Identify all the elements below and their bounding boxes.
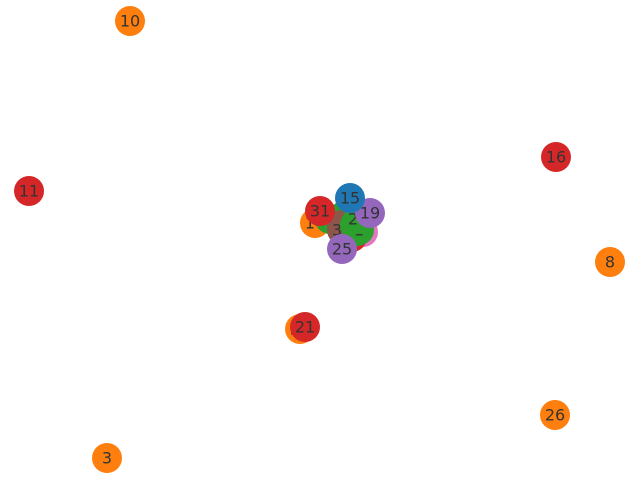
graph-nodes: 101116826320217171425123224412719153125: [14, 6, 625, 473]
node-circle: [595, 247, 625, 277]
graph-node-26: 26: [540, 400, 570, 430]
graph-node-25: 25: [327, 234, 357, 264]
node-circle: [305, 196, 335, 226]
node-circle: [335, 183, 365, 213]
node-circle: [290, 312, 320, 342]
node-label: 11: [19, 182, 39, 201]
node-circle: [92, 443, 122, 473]
node-circle: [115, 6, 145, 36]
graph-node-15: 15: [335, 183, 365, 213]
node-label: 15: [340, 189, 360, 208]
node-label: 21: [295, 318, 315, 337]
node-label: 31: [310, 202, 330, 221]
graph-node-3: 3: [92, 443, 122, 473]
node-label: 19: [360, 204, 380, 223]
node-circle: [14, 176, 44, 206]
node-label: 8: [605, 253, 615, 272]
node-label: 25: [332, 240, 352, 259]
graph-node-31: 31: [305, 196, 335, 226]
node-label: 26: [545, 406, 565, 425]
node-circle: [327, 234, 357, 264]
graph-node-21: 21: [290, 312, 320, 342]
node-label: 16: [546, 148, 566, 167]
node-circle: [540, 400, 570, 430]
graph-node-11: 11: [14, 176, 44, 206]
node-label: 3: [102, 449, 112, 468]
node-label: 10: [120, 12, 140, 31]
graph-node-16: 16: [541, 142, 571, 172]
graph-node-8: 8: [595, 247, 625, 277]
node-circle: [541, 142, 571, 172]
graph-node-10: 10: [115, 6, 145, 36]
